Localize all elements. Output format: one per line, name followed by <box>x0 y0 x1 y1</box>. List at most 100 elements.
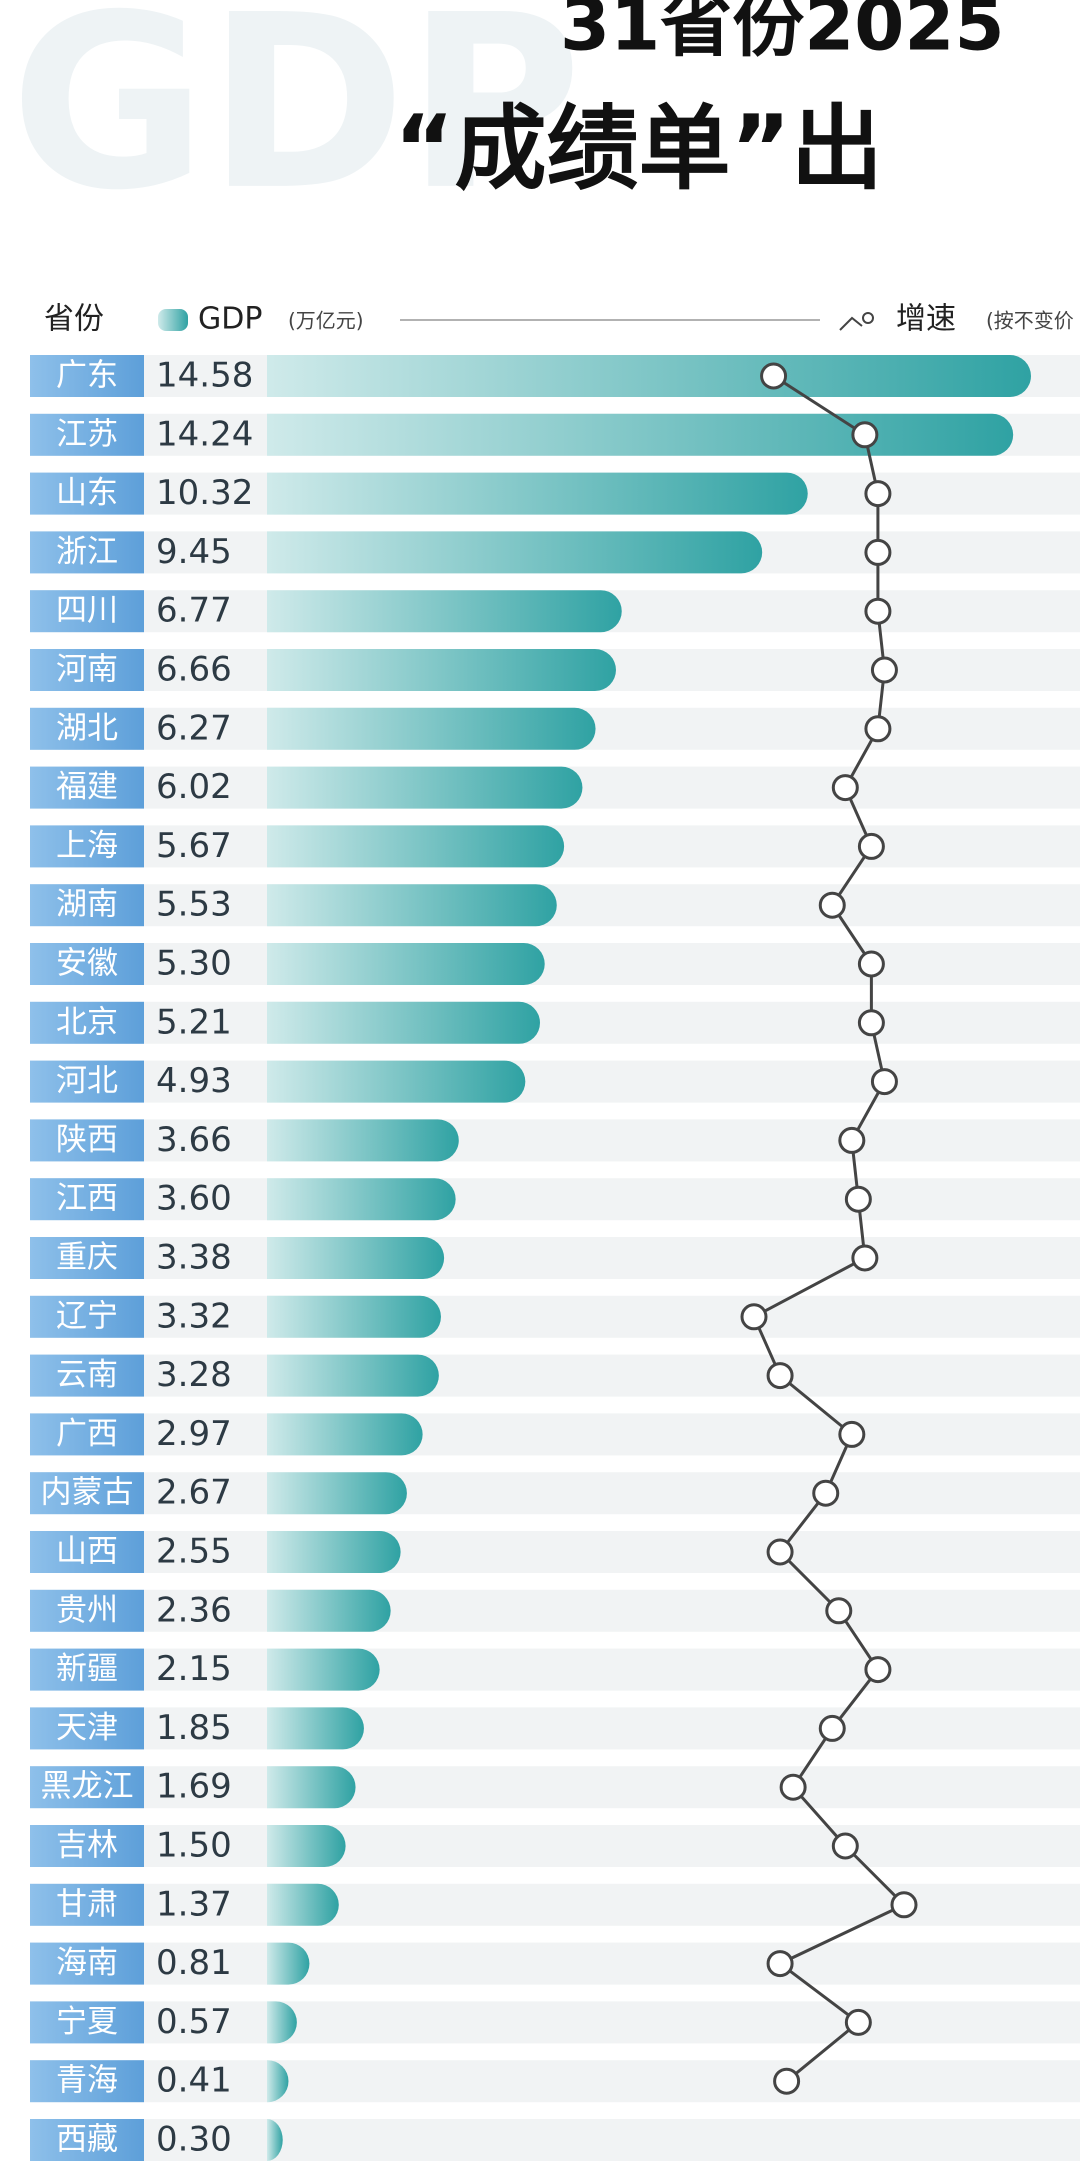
value-label: 2.67 <box>156 1473 232 1513</box>
chart-title: 31省份2025 <box>560 0 1005 67</box>
value-label: 9.45 <box>156 532 232 572</box>
category-box <box>30 472 144 515</box>
growth-point <box>812 1479 840 1507</box>
value-label: 0.81 <box>156 1943 232 1983</box>
category-label: 河南 <box>56 652 118 688</box>
legend-unit: (按不变价 <box>986 309 1074 333</box>
row-background <box>30 1707 1080 1750</box>
category-box <box>30 1237 144 1279</box>
row-background <box>30 1237 1080 1279</box>
row-background <box>30 1825 1080 1867</box>
category-label: 安徽 <box>56 946 118 982</box>
category-label: 山东 <box>56 475 118 511</box>
bar <box>267 1295 441 1338</box>
category-label: 重庆 <box>56 1240 118 1276</box>
value-label: 10.32 <box>156 473 253 513</box>
bar <box>267 1942 310 1985</box>
bar <box>267 1707 364 1750</box>
row-background <box>30 2119 1080 2161</box>
category-label: 辽宁 <box>56 1298 118 1334</box>
growth-point <box>779 1773 807 1801</box>
category-label: 江西 <box>56 1181 118 1217</box>
watermark: GDP <box>10 0 582 243</box>
growth-point <box>844 2008 872 2036</box>
legend-line-icon <box>839 316 863 331</box>
value-label: 1.85 <box>156 1708 232 1748</box>
value-label: 3.60 <box>156 1179 232 1219</box>
category-box <box>30 1060 144 1103</box>
value-label: 14.58 <box>156 356 253 396</box>
row-background <box>30 1531 1080 1573</box>
bar <box>267 2001 297 2044</box>
category-box <box>30 1531 144 1573</box>
growth-point <box>864 538 892 566</box>
value-label: 6.27 <box>156 708 232 748</box>
growth-point <box>864 480 892 508</box>
category-label: 陕西 <box>56 1122 118 1158</box>
category-box <box>30 1472 144 1515</box>
bar <box>267 1883 339 1926</box>
growth-point <box>760 362 788 390</box>
category-box <box>30 1707 144 1750</box>
category-label: 上海 <box>56 828 118 864</box>
row-background <box>30 1942 1080 1985</box>
value-label: 5.67 <box>156 826 232 866</box>
value-label: 4.93 <box>156 1061 232 1101</box>
category-label: 福建 <box>56 769 118 805</box>
category-box <box>30 2001 144 2044</box>
row-background <box>30 1354 1080 1397</box>
category-box <box>30 649 144 691</box>
growth-point <box>844 1185 872 1213</box>
chart-subtitle: “成绩单”出 <box>394 95 883 202</box>
bar <box>267 590 622 633</box>
bar <box>267 825 565 868</box>
category-label: 北京 <box>56 1004 118 1040</box>
legend-swatch <box>158 309 188 331</box>
category-box <box>30 825 144 868</box>
value-label: 3.66 <box>156 1120 232 1160</box>
value-label: 2.55 <box>156 1532 232 1572</box>
row-background <box>30 1589 1080 1632</box>
bar <box>267 413 1014 456</box>
bar <box>267 1413 423 1456</box>
category-box <box>30 1942 144 1985</box>
category-box <box>30 1001 144 1044</box>
category-label: 青海 <box>56 2063 118 2099</box>
row-background <box>30 1119 1080 1162</box>
bar <box>267 1001 541 1044</box>
growth-point <box>870 656 898 684</box>
bar <box>267 649 616 691</box>
category-box <box>30 1354 144 1397</box>
category-box <box>30 1295 144 1338</box>
value-label: 5.53 <box>156 885 232 925</box>
category-box <box>30 1825 144 1867</box>
category-box <box>30 2119 144 2161</box>
category-box <box>30 1589 144 1632</box>
bar <box>267 1589 391 1632</box>
bar <box>267 1119 459 1162</box>
growth-point <box>857 832 885 860</box>
growth-point <box>864 715 892 743</box>
category-box <box>30 943 144 985</box>
category-label: 内蒙古 <box>41 1475 134 1511</box>
category-box <box>30 1766 144 1809</box>
bar <box>267 1648 380 1691</box>
category-label: 贵州 <box>56 1592 118 1628</box>
row-background <box>30 1001 1080 1044</box>
category-box <box>30 707 144 750</box>
category-label: 吉林 <box>56 1828 118 1864</box>
category-label: 天津 <box>56 1710 118 1746</box>
category-box <box>30 766 144 809</box>
value-label: 3.28 <box>156 1355 232 1395</box>
growth-point <box>766 1362 794 1390</box>
category-label: 江苏 <box>56 416 118 452</box>
growth-point <box>864 1656 892 1684</box>
value-label: 5.30 <box>156 944 232 984</box>
category-box <box>30 2060 144 2103</box>
row-background <box>30 1295 1080 1338</box>
growth-point <box>838 1126 866 1154</box>
value-label: 14.24 <box>156 414 253 454</box>
category-label: 云南 <box>56 1357 118 1393</box>
bar <box>267 1472 407 1515</box>
